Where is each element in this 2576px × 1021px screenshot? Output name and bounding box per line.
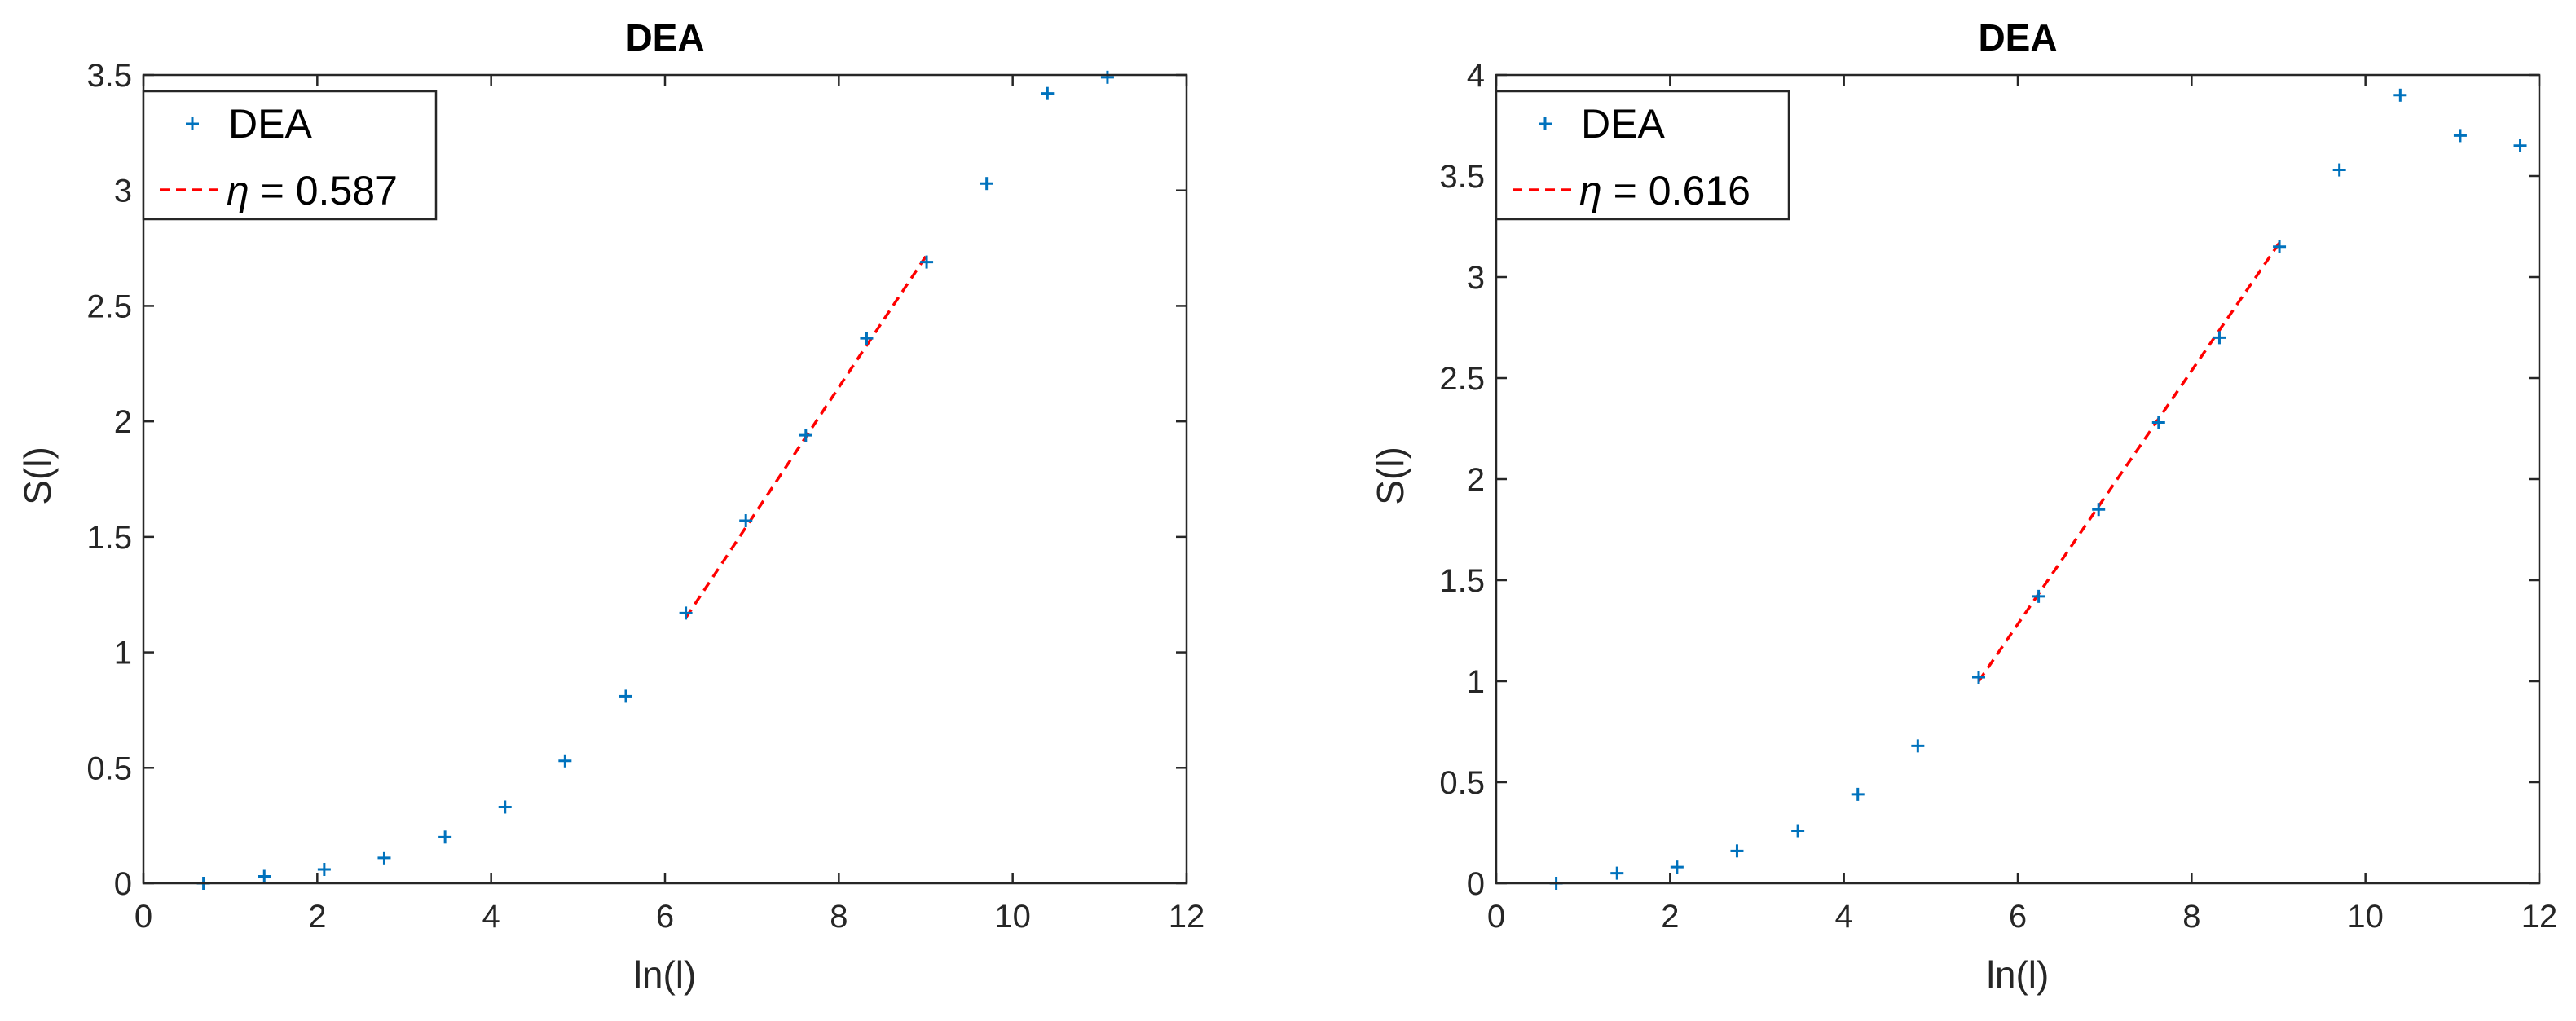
left-xtick-label: 4 xyxy=(482,899,500,935)
right-data-point xyxy=(1670,860,1684,874)
left-ytick-label: 2 xyxy=(114,404,132,440)
left-ytick-label: 2.5 xyxy=(86,288,132,324)
right-chart-panel: DEA ln(l) S(l) 0 2 4 6 8 10 12 0 0.5 1 1.5 2 2.5 3 3.5… xyxy=(1369,16,2557,996)
left-xtick-label: 6 xyxy=(656,899,674,935)
left-xtick-label: 8 xyxy=(830,899,848,935)
right-data-point xyxy=(2513,139,2527,152)
left-ytick-label: 0 xyxy=(114,866,132,902)
right-ytick-label: 3 xyxy=(1467,260,1485,296)
right-data-point xyxy=(1851,787,1865,801)
right-data-point xyxy=(2213,331,2226,345)
left-xtick-label: 0 xyxy=(134,899,152,935)
right-data-point xyxy=(2032,589,2045,603)
right-ytick-label: 0.5 xyxy=(1439,765,1485,801)
left-xtick-label: 12 xyxy=(1169,899,1205,935)
right-legend-eta-symbol: η xyxy=(1579,168,1602,213)
left-data-point xyxy=(258,869,271,883)
right-chart-legend: DEA η = 0.616 xyxy=(1495,90,1790,221)
right-ytick-label: 2.5 xyxy=(1439,361,1485,397)
left-legend-plus xyxy=(186,117,199,130)
left-data-point xyxy=(558,754,572,768)
right-xtick-label: 4 xyxy=(1835,899,1853,935)
left-ytick-label: 3.5 xyxy=(86,58,132,94)
right-data-point xyxy=(2092,503,2106,517)
right-chart-axes-box xyxy=(1495,73,2541,885)
left-chart-ylabel: S(l) xyxy=(16,447,59,505)
right-ytick-label: 0 xyxy=(1467,866,1485,902)
right-chart-xlabel: ln(l) xyxy=(1987,953,2050,996)
right-data-point xyxy=(1791,824,1805,838)
left-chart-panel: DEA ln(l) S(l) 0 2 4 6 8 10 12 0 0.5 1 1.5 2 2.5 3 3.5… xyxy=(16,16,1204,996)
left-data-point xyxy=(438,830,452,844)
right-data-point xyxy=(1730,844,1744,858)
left-data-point xyxy=(679,606,693,620)
right-data-point xyxy=(1972,671,1985,684)
left-ytick-label: 1.5 xyxy=(86,520,132,556)
left-data-point xyxy=(498,800,512,814)
left-data-point xyxy=(920,255,934,269)
right-legend-eta-value: = 0.616 xyxy=(1602,168,1750,213)
right-ytick-label: 1.5 xyxy=(1439,563,1485,599)
right-legend-label-eta: η = 0.616 xyxy=(1579,168,1750,213)
right-data-point xyxy=(1911,739,1925,753)
left-data-point xyxy=(739,514,753,528)
right-data-point xyxy=(2151,416,2165,429)
right-ytick-label: 1 xyxy=(1467,664,1485,700)
right-xtick-label: 2 xyxy=(1661,899,1679,935)
left-legend-eta-value: = 0.587 xyxy=(249,168,398,213)
left-data-point xyxy=(799,429,812,442)
right-legend-plus xyxy=(1539,117,1552,130)
right-fit-line xyxy=(1977,241,2281,682)
left-legend-marker-icon xyxy=(186,117,199,130)
left-legend-label-eta: η = 0.587 xyxy=(227,168,398,213)
left-legend-eta-symbol: η xyxy=(227,168,249,213)
right-xtick-label: 0 xyxy=(1487,899,1505,935)
left-data-point xyxy=(980,177,993,191)
right-data-point xyxy=(1610,866,1624,880)
right-data-point xyxy=(2453,129,2467,143)
right-ytick-label: 2 xyxy=(1467,462,1485,498)
left-chart-title: DEA xyxy=(625,16,704,59)
left-chart-legend: DEA η = 0.587 xyxy=(142,90,438,221)
right-data-point xyxy=(2393,88,2407,102)
right-chart-title: DEA xyxy=(1978,16,2057,59)
right-xtick-label: 12 xyxy=(2521,899,2558,935)
left-data-point xyxy=(860,332,874,345)
right-chart-ylabel: S(l) xyxy=(1369,447,1411,505)
left-data-point xyxy=(1041,86,1055,100)
right-ytick-label: 4 xyxy=(1467,58,1485,94)
left-chart-xlabel: ln(l) xyxy=(634,953,697,996)
left-legend-box xyxy=(142,90,438,221)
right-ytick-label: 3.5 xyxy=(1439,159,1485,195)
left-ytick-label: 3 xyxy=(114,174,132,209)
left-xtick-label: 10 xyxy=(994,899,1031,935)
left-ytick-label: 1 xyxy=(114,636,132,671)
right-chart-ticks: 0 2 4 6 8 10 12 0 0.5 1 1.5 2 2.5 3 3.5 4 xyxy=(1439,58,2557,935)
right-xtick-label: 8 xyxy=(2182,899,2200,935)
left-ytick-label: 0.5 xyxy=(86,750,132,786)
left-data-point xyxy=(377,851,391,865)
left-data-point xyxy=(619,689,632,703)
right-xtick-label: 10 xyxy=(2347,899,2384,935)
right-legend-box xyxy=(1495,90,1790,221)
left-legend-label-dea: DEA xyxy=(228,101,312,147)
right-data-point xyxy=(2332,163,2346,177)
left-xtick-label: 2 xyxy=(308,899,326,935)
right-data-point xyxy=(2273,240,2287,253)
right-xtick-label: 6 xyxy=(2009,899,2027,935)
left-data-point xyxy=(317,862,331,876)
right-legend-label-dea: DEA xyxy=(1581,101,1665,147)
right-chart-fit-lines xyxy=(1977,241,2281,682)
left-chart-axes-box xyxy=(142,73,1188,885)
right-legend-marker-icon xyxy=(1539,117,1552,130)
left-data-point xyxy=(1100,70,1114,84)
right-chart-points xyxy=(1549,88,2527,890)
